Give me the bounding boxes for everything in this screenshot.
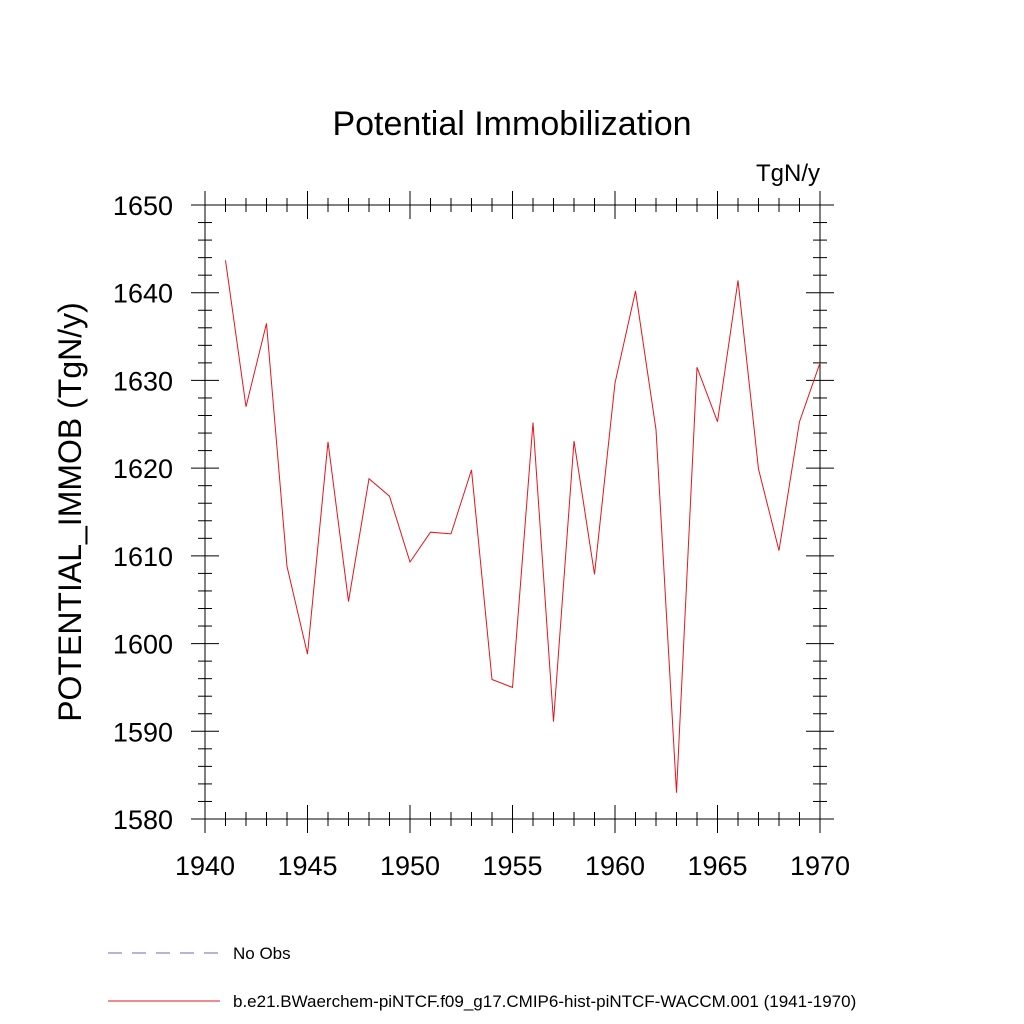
x-tick-label: 1960 (585, 851, 645, 881)
y-tick-label: 1600 (113, 630, 173, 660)
x-tick-label: 1940 (175, 851, 235, 881)
legend-label-model-run: b.e21.BWaerchem-piNTCF.f09_g17.CMIP6-his… (233, 992, 856, 1011)
x-tick-label: 1950 (380, 851, 440, 881)
legend: No Obs b.e21.BWaerchem-piNTCF.f09_g17.CM… (108, 944, 856, 1011)
y-tick-label: 1610 (113, 542, 173, 572)
y-tick-label: 1630 (113, 366, 173, 396)
chart-title: Potential Immobilization (332, 105, 691, 143)
y-tick-label: 1640 (113, 279, 173, 309)
x-tick-label: 1955 (482, 851, 542, 881)
y-tick-label: 1650 (113, 191, 173, 221)
legend-label-no-obs: No Obs (233, 944, 291, 963)
y-tick-label: 1620 (113, 454, 173, 484)
x-tick-label: 1965 (687, 851, 747, 881)
x-axis-tick-labels: 1940 1945 1950 1955 1960 1965 1970 (175, 851, 850, 881)
x-tick-label: 1945 (277, 851, 337, 881)
units-label: TgN/y (756, 160, 820, 187)
plot-frame (204, 204, 821, 820)
y-tick-label: 1590 (113, 717, 173, 747)
y-axis-ticks (191, 204, 834, 820)
y-tick-label: 1580 (113, 805, 173, 835)
series-line-model-run (225, 260, 821, 793)
y-axis-label: POTENTIAL_IMMOB (TgN/y) (52, 302, 88, 722)
x-axis-ticks (204, 191, 821, 833)
y-axis-tick-labels: 1580 1590 1600 1610 1620 1630 1640 1650 (113, 191, 173, 835)
x-tick-label: 1970 (790, 851, 850, 881)
